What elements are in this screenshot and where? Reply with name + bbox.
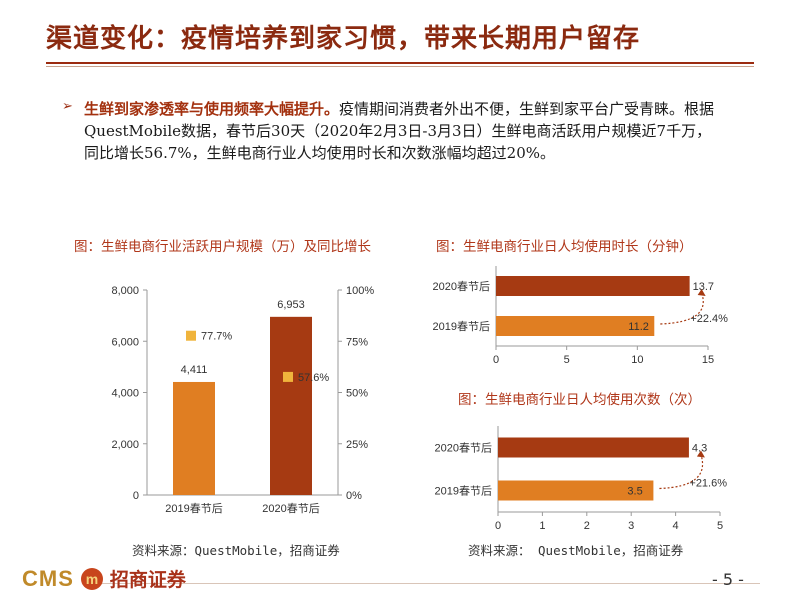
y2-tick-label: 0% — [346, 490, 362, 502]
intro-lead: 生鲜到家渗透率与使用频率大幅提升。 — [84, 100, 340, 118]
title-divider — [46, 62, 754, 64]
intro-paragraph: 生鲜到家渗透率与使用频率大幅提升。疫情期间消费者外出不便，生鲜到家平台广受青睐。… — [84, 98, 724, 164]
chart-title-usage-duration: 图：生鲜电商行业日人均使用时长（分钟） — [436, 239, 693, 255]
bullet-arrow-icon: ➢ — [62, 99, 73, 114]
growth-marker — [283, 371, 293, 382]
page-number: - 5 - — [712, 570, 744, 589]
title-divider-thin — [46, 66, 754, 67]
y2-tick-label: 100% — [346, 285, 374, 297]
bar-value-label: 4,411 — [181, 364, 208, 376]
source-note-right: 资料来源： QuestMobile，招商证券 — [468, 543, 684, 558]
company-logo: CMS m 招商证券 — [22, 565, 186, 592]
y2-tick-label: 25% — [346, 439, 368, 451]
logo-cms-text: CMS — [22, 565, 74, 591]
x-tick-label: 2019春节后 — [165, 502, 222, 515]
chart-title-active-users: 图：生鲜电商行业活跃用户规模（万）及同比增长 — [74, 239, 371, 255]
bar-value-label: 6,953 — [277, 299, 305, 311]
y-tick-label: 0 — [133, 490, 139, 502]
y-tick-label: 8,000 — [111, 285, 139, 297]
logo-company-name: 招商证券 — [109, 569, 186, 591]
footer-divider — [100, 583, 760, 584]
growth-label: 77.7% — [201, 331, 232, 343]
logo-seal-icon: m — [80, 567, 103, 590]
slide-title: 渠道变化：疫情培养到家习惯，带来长期用户留存 — [46, 24, 641, 54]
y2-tick-label: 50% — [346, 388, 368, 400]
growth-label: 57.6% — [298, 372, 329, 384]
y-tick-label: 2,000 — [111, 439, 139, 451]
intro-body: 疫情期间消费者外出不便，生鲜到家平台广受青睐。根据QuestMobile数据，春… — [84, 100, 715, 162]
y-tick-label: 4,000 — [111, 388, 139, 400]
y-tick-label: 6,000 — [111, 336, 139, 348]
bar-active-users — [270, 316, 312, 495]
source-note-left: 资料来源：QuestMobile，招商证券 — [132, 543, 340, 558]
bar-active-users — [173, 381, 215, 495]
chart-title-usage-frequency: 图：生鲜电商行业日人均使用次数（次） — [458, 392, 701, 408]
x-tick-label: 2020春节后 — [262, 502, 319, 515]
logo-seal-char: m — [86, 571, 98, 587]
y2-tick-label: 75% — [346, 336, 368, 348]
growth-marker — [186, 330, 196, 341]
